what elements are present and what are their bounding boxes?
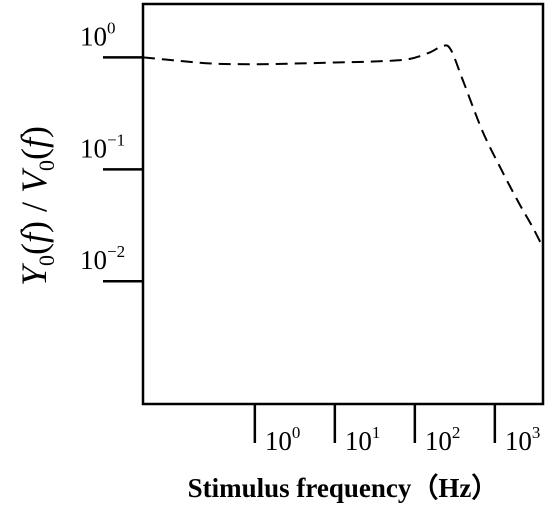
x-tick-exp-1: 1 bbox=[372, 423, 381, 442]
y-tick-label-2: 10−2 bbox=[80, 242, 125, 275]
y-tick-exp-1: −1 bbox=[107, 130, 125, 149]
x-tick-label-0: 100 bbox=[265, 423, 301, 456]
x-tick-label-1: 101 bbox=[345, 423, 381, 456]
plot-frame bbox=[141, 2, 545, 406]
y-label-slash: ) / bbox=[14, 193, 54, 233]
y-label-sub2: 0 bbox=[34, 160, 59, 171]
x-tick-label-3: 103 bbox=[505, 423, 541, 456]
x-axis-label: Stimulus frequency（Hz） bbox=[188, 473, 499, 503]
x-tick-base-0: 10 bbox=[265, 426, 292, 456]
y-tick-exp-2: −2 bbox=[107, 242, 125, 261]
y-label-Y: Y bbox=[14, 262, 54, 286]
y-label-V: V bbox=[14, 167, 54, 193]
y-tick-exp-0: 0 bbox=[107, 18, 116, 37]
x-tick-label-2: 102 bbox=[425, 423, 461, 456]
x-tick-base-3: 10 bbox=[505, 426, 532, 456]
x-axis-ticks: 100 101 102 103 bbox=[253, 404, 541, 456]
y-label-close: ) bbox=[14, 126, 54, 138]
series-line bbox=[142, 44, 544, 248]
y-label-paren1: ( bbox=[14, 243, 54, 255]
y-label-sub1: 0 bbox=[34, 255, 59, 266]
x-tick-exp-2: 2 bbox=[452, 423, 461, 442]
y-tick-base-1: 10 bbox=[80, 133, 107, 163]
y-tick-base-0: 10 bbox=[80, 21, 107, 51]
y-tick-base-2: 10 bbox=[80, 245, 107, 275]
y-axis-label: Y0(f) / V0(f) bbox=[14, 126, 59, 286]
x-tick-base-2: 10 bbox=[425, 426, 452, 456]
x-tick-base-1: 10 bbox=[345, 426, 372, 456]
x-tick-exp-3: 3 bbox=[532, 423, 541, 442]
y-tick-label-0: 100 bbox=[80, 18, 116, 51]
y-tick-label-1: 10−1 bbox=[80, 130, 125, 163]
y-label-paren2: ( bbox=[14, 148, 54, 160]
x-tick-exp-0: 0 bbox=[292, 423, 301, 442]
